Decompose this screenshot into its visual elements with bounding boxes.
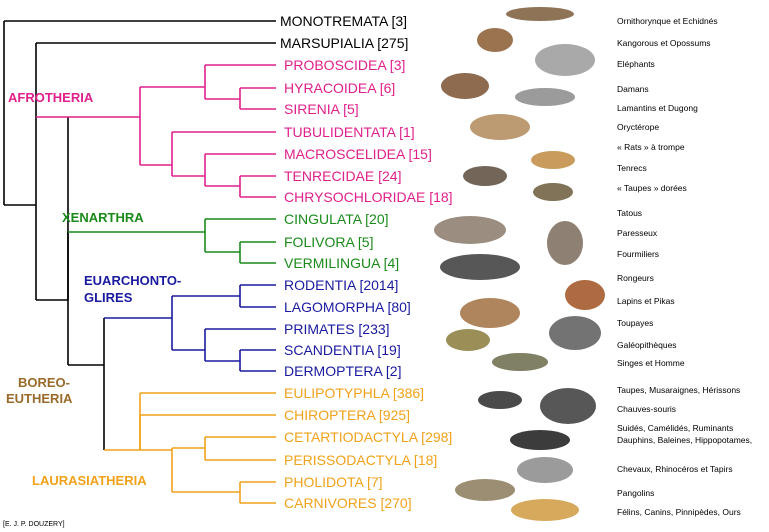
armadillo-illustration bbox=[434, 216, 506, 244]
manatee-illustration bbox=[515, 88, 575, 106]
common-name: « Rats » à trompe bbox=[617, 142, 685, 152]
orca-illustration bbox=[510, 430, 570, 450]
clade-boreoeutheria-label-line1: BOREO- bbox=[18, 375, 70, 390]
taxon-label: CETARTIODACTYLA [298] bbox=[284, 429, 453, 445]
pangolin-illustration bbox=[455, 479, 515, 501]
elephant-illustration bbox=[535, 44, 595, 76]
clade-xenarthra-label: XENARTHRA bbox=[62, 210, 144, 225]
taxon-label: PHOLIDOTA [7] bbox=[284, 474, 383, 490]
tree-shrew-illustration bbox=[446, 329, 490, 351]
taxon-label: VERMILINGUA [4] bbox=[284, 255, 400, 271]
hare-illustration bbox=[460, 298, 520, 328]
kangaroo-illustration bbox=[477, 28, 513, 52]
common-name: Lamantins et Dugong bbox=[617, 103, 698, 113]
taxon-label: DERMOPTERA [2] bbox=[284, 363, 402, 379]
taxon-label: TUBULIDENTATA [1] bbox=[284, 124, 415, 140]
common-name: Lapins et Pikas bbox=[617, 296, 675, 306]
common-name: Chevaux, Rhinocéros et Tapirs bbox=[617, 464, 733, 474]
common-name: Oryctérope bbox=[617, 122, 660, 132]
taxon-label: CHRYSOCHLORIDAE [18] bbox=[284, 189, 453, 205]
taxon-label: CARNIVORES [270] bbox=[284, 495, 412, 511]
hyrax-illustration bbox=[441, 73, 489, 99]
aardvark-illustration bbox=[470, 114, 530, 140]
common-name: Pangolins bbox=[617, 488, 655, 498]
animal-illustrations bbox=[434, 7, 605, 521]
common-name: « Taupes » dorées bbox=[617, 183, 687, 193]
common-name: Tatous bbox=[617, 208, 643, 218]
golden-mole-illustration bbox=[533, 183, 573, 201]
author-credit: [E. J. P. DOUZERY] bbox=[3, 521, 65, 528]
clade-euarchontoglires-label-line1: EUARCHONTO- bbox=[84, 273, 182, 288]
elephant-shrew-illustration bbox=[531, 151, 575, 169]
leopard-illustration bbox=[511, 499, 579, 521]
bat-illustration bbox=[540, 388, 596, 424]
taxon-label: MACROSCELIDEA [15] bbox=[284, 146, 432, 162]
common-name: Fourmiliers bbox=[617, 249, 660, 259]
taxon-label: FOLIVORA [5] bbox=[284, 234, 374, 250]
taxon-label: CINGULATA [20] bbox=[284, 211, 389, 227]
taxon-label: PERISSODACTYLA [18] bbox=[284, 452, 438, 468]
common-name: Paresseux bbox=[617, 228, 658, 238]
common-name: Ornithorynque et Echidnés bbox=[617, 16, 718, 26]
common-name: Suidés, Camélidés, Ruminants Dauphins, B… bbox=[617, 423, 753, 445]
colugo-illustration bbox=[492, 353, 548, 371]
taxon-label: MONOTREMATA [3] bbox=[280, 13, 408, 29]
monkey-illustration bbox=[549, 316, 601, 350]
squirrel-illustration bbox=[565, 280, 605, 310]
clade-boreoeutheria-label-line2: EUTHERIA bbox=[6, 391, 73, 406]
common-name: Taupes, Musaraignes, Hérissons bbox=[617, 385, 741, 395]
mole-illustration bbox=[478, 391, 522, 409]
common-name: Rongeurs bbox=[617, 273, 654, 283]
sloth-illustration bbox=[547, 221, 583, 265]
taxon-label: CHIROPTERA [925] bbox=[284, 407, 411, 423]
tree-branches bbox=[3, 20, 276, 504]
taxon-label: TENRECIDAE [24] bbox=[284, 168, 402, 184]
common-name: Damans bbox=[617, 84, 649, 94]
taxon-label: PROBOSCIDEA [3] bbox=[284, 57, 406, 73]
taxon-label: SCANDENTIA [19] bbox=[284, 342, 401, 358]
platypus-illustration bbox=[506, 7, 574, 21]
taxon-label: MARSUPIALIA [275] bbox=[280, 35, 409, 51]
taxon-label: HYRACOIDEA [6] bbox=[284, 80, 396, 96]
clade-afrotheria-label: AFROTHERIA bbox=[8, 90, 94, 105]
common-name: Kangorous et Opossums bbox=[617, 38, 711, 48]
clade-laurasiatheria-label: LAURASIATHERIA bbox=[32, 473, 147, 488]
common-name: Félins, Canins, Pinnipèdes, Ours bbox=[617, 507, 741, 517]
tenrec-illustration bbox=[463, 166, 507, 186]
common-name: Galéopithèques bbox=[617, 340, 677, 350]
taxon-label: LAGOMORPHA [80] bbox=[284, 299, 411, 315]
taxon-label: RODENTIA [2014] bbox=[284, 277, 399, 293]
anteater-illustration bbox=[440, 254, 520, 280]
rhinoceros-illustration bbox=[517, 457, 573, 483]
clade-euarchontoglires-label-line2: GLIRES bbox=[84, 290, 133, 305]
common-name: Toupayes bbox=[617, 318, 654, 328]
common-name: Chauves-souris bbox=[617, 404, 677, 414]
common-name: Singes et Homme bbox=[617, 358, 685, 368]
taxon-label: EULIPOTYPHLA [386] bbox=[284, 385, 425, 401]
taxon-label: PRIMATES [233] bbox=[284, 321, 390, 337]
common-name: Tenrecs bbox=[617, 163, 647, 173]
taxon-label: SIRENIA [5] bbox=[284, 101, 359, 117]
common-name: Eléphants bbox=[617, 59, 655, 69]
